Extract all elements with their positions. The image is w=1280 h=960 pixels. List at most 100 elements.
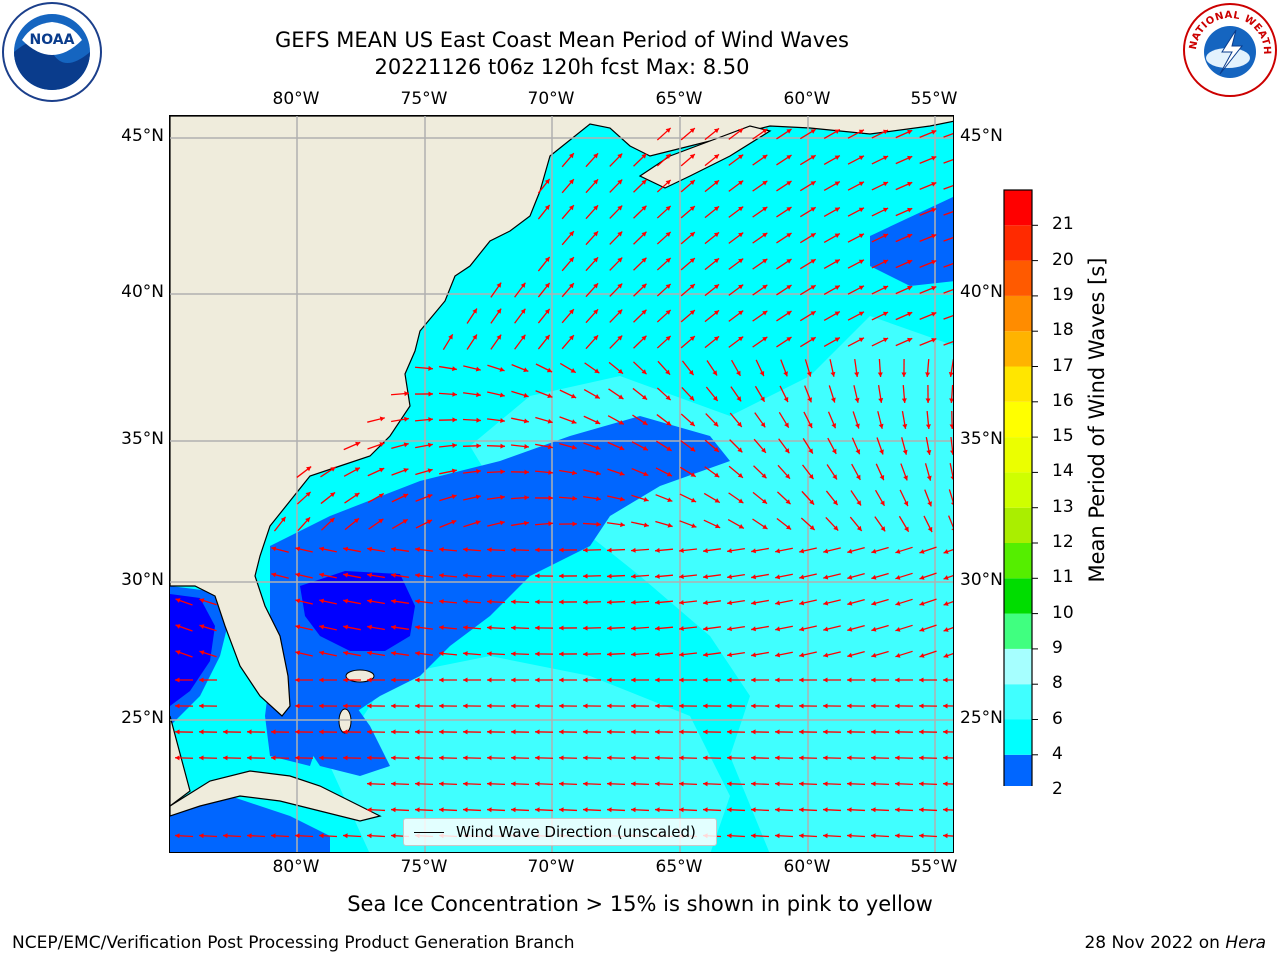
wave-direction-arrowhead xyxy=(943,703,948,709)
wave-direction-arrowhead xyxy=(799,652,805,658)
wave-direction-arrowhead xyxy=(847,600,853,606)
wave-direction-arrowhead xyxy=(727,600,732,606)
wave-direction-arrowhead xyxy=(391,729,396,735)
wave-direction-arrowhead xyxy=(199,755,204,761)
wave-direction-arrowhead xyxy=(500,469,505,475)
wave-direction-arrowhead xyxy=(871,626,877,632)
wave-direction-arrowhead xyxy=(895,652,901,658)
wave-direction-arrowhead xyxy=(727,574,732,580)
wave-direction-arrowhead xyxy=(499,366,505,372)
wave-direction-arrowhead xyxy=(847,781,852,787)
wave-direction-arrowhead xyxy=(823,729,828,735)
wave-direction-arrow xyxy=(943,340,953,346)
wave-direction-arrowhead xyxy=(569,283,574,289)
wave-direction-arrowhead xyxy=(665,335,671,341)
wave-direction-arrowhead xyxy=(547,418,553,424)
wave-direction-arrowhead xyxy=(295,703,300,709)
wave-direction-arrowhead xyxy=(783,396,789,403)
wave-direction-arrowhead xyxy=(559,651,564,657)
longitude-label-top: 75°W xyxy=(400,89,448,109)
wave-direction-arrowhead xyxy=(641,309,647,315)
wave-direction-arrowhead xyxy=(535,729,540,735)
wave-direction-arrowhead xyxy=(271,833,276,839)
wave-direction-arrowhead xyxy=(487,625,492,631)
wave-direction-arrowhead xyxy=(618,394,624,400)
wave-direction-arrowhead xyxy=(703,626,708,632)
wave-direction-arrowhead xyxy=(655,599,660,605)
longitude-label-top: 80°W xyxy=(272,89,320,109)
colorbar-swatch xyxy=(1004,684,1032,720)
wave-direction-arrowhead xyxy=(643,471,649,477)
wave-direction-arrowhead xyxy=(619,471,625,476)
wave-direction-arrowhead xyxy=(607,547,612,553)
wave-direction-arrowhead xyxy=(809,525,815,531)
wave-direction-arrowhead xyxy=(847,677,852,683)
wave-direction-arrowhead xyxy=(902,449,908,455)
wave-direction-arrowhead xyxy=(426,519,433,525)
wave-direction-arrowhead xyxy=(439,599,444,605)
wave-direction-arrowhead xyxy=(642,445,648,451)
wave-direction-arrowhead xyxy=(808,474,814,480)
wave-direction-arrowhead xyxy=(799,781,804,787)
wave-direction-arrowhead xyxy=(593,231,599,237)
wave-direction-arrowhead xyxy=(810,259,816,264)
wave-direction-arrowhead xyxy=(823,652,829,658)
longitude-label-bottom: 60°W xyxy=(783,857,831,877)
wave-direction-arrowhead xyxy=(451,494,457,500)
wave-direction-arrowhead xyxy=(786,181,792,186)
wave-direction-arrowhead xyxy=(807,422,813,429)
wave-direction-arrowhead xyxy=(762,154,768,160)
wave-direction-arrowhead xyxy=(500,443,505,449)
wave-direction-arrowhead xyxy=(487,547,492,553)
wave-direction-arrowhead xyxy=(415,650,420,656)
wave-direction-arrowhead xyxy=(319,755,324,761)
wave-direction-arrowhead xyxy=(943,807,948,813)
wave-direction-arrowhead xyxy=(391,598,396,604)
colorbar-swatch xyxy=(1004,472,1032,508)
wave-direction-arrowhead xyxy=(594,394,600,399)
wave-direction-arrowhead xyxy=(593,309,599,315)
wave-direction-arrowhead xyxy=(199,624,205,629)
wave-direction-arrowhead xyxy=(882,233,889,239)
wave-direction-arrowhead xyxy=(487,755,492,761)
wave-direction-arrowhead xyxy=(175,598,181,603)
wave-direction-arrowhead xyxy=(834,181,840,186)
wave-direction-arrowhead xyxy=(643,522,649,528)
wave-direction-arrow xyxy=(949,463,953,481)
wave-direction-arrowhead xyxy=(878,423,884,429)
cuba-land xyxy=(170,770,382,822)
wave-direction-arrowhead xyxy=(880,526,886,532)
wave-direction-arrowhead xyxy=(834,285,840,290)
wave-direction-arrowhead xyxy=(830,371,836,377)
wave-direction-arrowhead xyxy=(738,180,744,186)
wave-direction-arrowhead xyxy=(895,703,900,709)
wave-direction-arrowhead xyxy=(751,781,756,787)
wave-direction-arrowhead xyxy=(439,755,444,761)
wave-direction-arrowhead xyxy=(583,651,588,657)
wave-direction-arrowhead xyxy=(810,181,816,186)
wave-direction-arrowhead xyxy=(847,807,852,813)
wave-direction-arrowhead xyxy=(631,573,636,579)
wave-direction-arrowhead xyxy=(404,391,409,397)
wave-direction-arrowhead xyxy=(511,625,516,631)
wave-direction-arrowhead xyxy=(535,625,540,631)
wave-direction-arrow xyxy=(948,515,953,529)
wave-direction-arrowhead xyxy=(391,833,396,839)
wave-direction-arrowhead xyxy=(799,703,804,709)
wave-direction-arrowhead xyxy=(655,651,660,657)
wave-direction-arrowhead xyxy=(594,368,600,374)
wave-direction-arrowhead xyxy=(415,677,420,683)
wave-direction-arrowhead xyxy=(823,755,828,761)
wave-direction-arrowhead xyxy=(452,417,457,423)
longitude-label-bottom: 70°W xyxy=(527,857,575,877)
wave-direction-arrowhead xyxy=(919,755,924,761)
wave-direction-arrowhead xyxy=(882,155,889,161)
wave-direction-arrowhead xyxy=(655,703,660,709)
wave-direction-arrowhead xyxy=(762,310,768,316)
wave-direction-arrowhead xyxy=(871,781,876,787)
wave-direction-arrowhead xyxy=(247,729,252,735)
wave-direction-arrowhead xyxy=(738,524,744,529)
wave-direction-arrowhead xyxy=(569,335,574,341)
wave-direction-arrowhead xyxy=(559,625,564,631)
colorbar-swatch xyxy=(1004,648,1032,685)
